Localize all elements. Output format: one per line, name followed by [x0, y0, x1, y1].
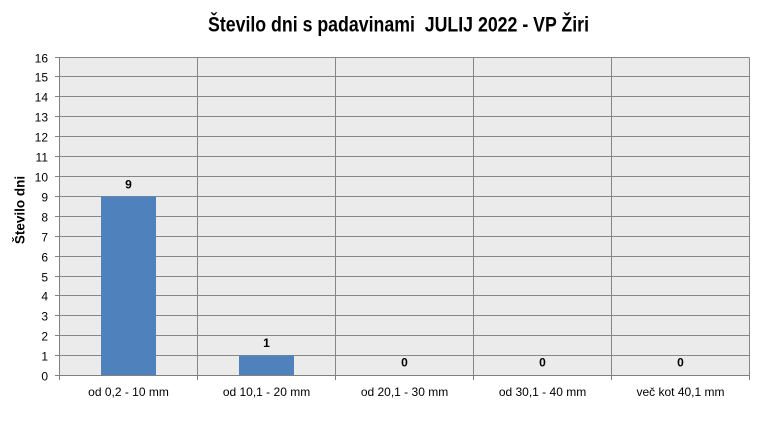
svg-text:4: 4 [41, 290, 48, 304]
svg-text:9: 9 [41, 191, 48, 205]
svg-text:8: 8 [41, 211, 48, 225]
svg-text:11: 11 [36, 151, 49, 165]
svg-text:16: 16 [35, 52, 49, 66]
svg-text:2: 2 [41, 330, 48, 344]
svg-text:12: 12 [35, 131, 49, 145]
svg-text:0: 0 [401, 356, 408, 370]
svg-text:0: 0 [677, 356, 684, 370]
svg-text:9: 9 [125, 178, 132, 192]
svg-text:1: 1 [41, 350, 48, 364]
svg-text:10: 10 [35, 171, 49, 185]
svg-text:3: 3 [41, 310, 48, 324]
svg-text:od 10,1 - 20 mm: od 10,1 - 20 mm [223, 385, 310, 399]
svg-text:od 20,1 - 30 mm: od 20,1 - 30 mm [361, 385, 448, 399]
svg-text:več kot 40,1 mm: več kot 40,1 mm [636, 385, 724, 399]
svg-text:6: 6 [41, 251, 48, 265]
svg-text:7: 7 [41, 231, 48, 245]
svg-text:od 30,1 - 40 mm: od 30,1 - 40 mm [499, 385, 586, 399]
svg-text:14: 14 [35, 91, 49, 105]
svg-text:Število dni: Število dni [13, 176, 28, 244]
svg-text:Število dni s padavinami JULI: Število dni s padavinami JULIJ 2022 - VP… [208, 13, 589, 37]
svg-text:od 0,2 - 10 mm: od 0,2 - 10 mm [88, 385, 169, 399]
svg-text:13: 13 [35, 111, 49, 125]
svg-text:15: 15 [35, 71, 49, 85]
svg-text:0: 0 [539, 356, 546, 370]
svg-text:0: 0 [41, 370, 48, 384]
svg-text:5: 5 [41, 271, 48, 285]
svg-text:1: 1 [263, 336, 270, 350]
